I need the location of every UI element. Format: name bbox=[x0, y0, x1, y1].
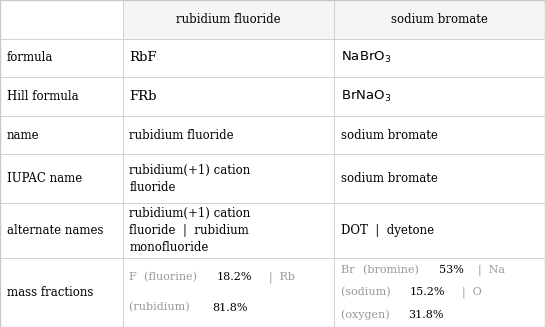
Text: sodium bromate: sodium bromate bbox=[391, 13, 488, 26]
Text: 18.2%: 18.2% bbox=[216, 272, 252, 282]
Text: rubidium(+1) cation
fluoride: rubidium(+1) cation fluoride bbox=[129, 164, 250, 194]
Text: IUPAC name: IUPAC name bbox=[7, 172, 82, 185]
Bar bbox=[123, 258, 334, 327]
Text: |  O: | O bbox=[455, 286, 482, 298]
Text: (rubidium): (rubidium) bbox=[129, 302, 193, 313]
Text: rubidium(+1) cation
fluoride  |  rubidium
monofluoride: rubidium(+1) cation fluoride | rubidium … bbox=[129, 207, 250, 254]
Bar bbox=[0, 0, 123, 39]
Text: formula: formula bbox=[7, 51, 53, 64]
Text: NaBrO$_3$: NaBrO$_3$ bbox=[341, 50, 391, 65]
Text: 53%: 53% bbox=[439, 265, 464, 275]
Text: BrNaO$_3$: BrNaO$_3$ bbox=[341, 89, 391, 104]
Bar bbox=[123, 77, 334, 116]
Text: 31.8%: 31.8% bbox=[408, 310, 444, 319]
Bar bbox=[0, 77, 123, 116]
Bar bbox=[123, 0, 334, 39]
Bar bbox=[334, 154, 545, 203]
Text: 15.2%: 15.2% bbox=[409, 287, 445, 297]
Text: (oxygen): (oxygen) bbox=[341, 309, 393, 320]
Text: (bromine): (bromine) bbox=[362, 265, 422, 275]
Bar bbox=[123, 154, 334, 203]
Text: FRb: FRb bbox=[129, 90, 156, 103]
Text: |  Na: | Na bbox=[471, 265, 505, 276]
Text: RbF: RbF bbox=[129, 51, 156, 64]
Text: sodium bromate: sodium bromate bbox=[341, 172, 438, 185]
Bar bbox=[0, 203, 123, 258]
Text: (fluorine): (fluorine) bbox=[144, 272, 200, 282]
Bar bbox=[334, 258, 545, 327]
Bar bbox=[123, 203, 334, 258]
Text: (sodium): (sodium) bbox=[341, 287, 393, 298]
Bar bbox=[0, 116, 123, 154]
Text: Hill formula: Hill formula bbox=[7, 90, 78, 103]
Text: rubidium fluoride: rubidium fluoride bbox=[129, 129, 234, 142]
Text: rubidium fluoride: rubidium fluoride bbox=[176, 13, 281, 26]
Text: F: F bbox=[129, 272, 141, 282]
Bar bbox=[0, 39, 123, 77]
Text: name: name bbox=[7, 129, 39, 142]
Bar bbox=[334, 39, 545, 77]
Text: 81.8%: 81.8% bbox=[212, 302, 247, 313]
Bar bbox=[0, 258, 123, 327]
Bar bbox=[123, 116, 334, 154]
Text: sodium bromate: sodium bromate bbox=[341, 129, 438, 142]
Text: alternate names: alternate names bbox=[7, 224, 103, 237]
Text: mass fractions: mass fractions bbox=[7, 286, 93, 299]
Bar bbox=[334, 0, 545, 39]
Bar bbox=[334, 203, 545, 258]
Bar bbox=[123, 39, 334, 77]
Bar bbox=[334, 77, 545, 116]
Text: Br: Br bbox=[341, 265, 358, 275]
Bar bbox=[0, 154, 123, 203]
Text: |  Rb: | Rb bbox=[262, 271, 295, 283]
Bar bbox=[334, 116, 545, 154]
Text: DOT  |  dyetone: DOT | dyetone bbox=[341, 224, 434, 237]
